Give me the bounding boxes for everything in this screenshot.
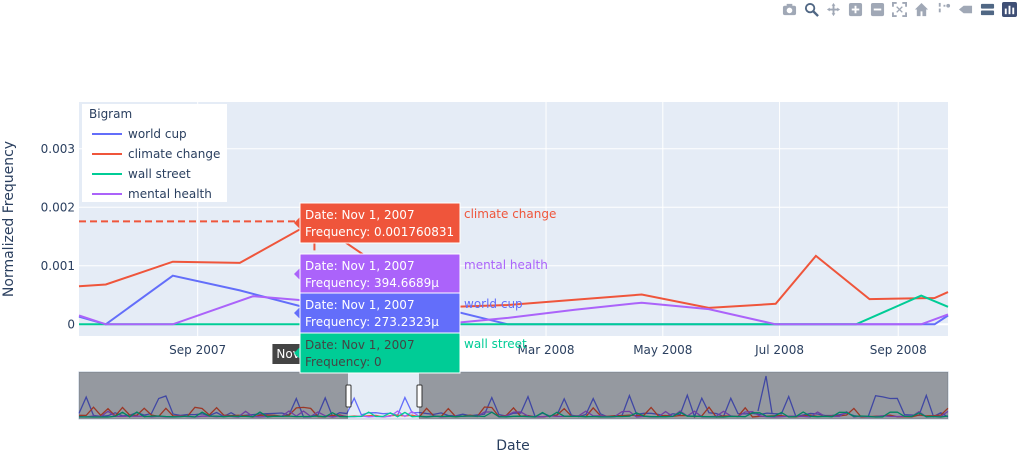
- range-slider-background: [78, 371, 949, 420]
- range-slider[interactable]: [78, 371, 949, 420]
- camera-button[interactable]: [780, 0, 798, 18]
- hover-label-box: [299, 202, 461, 244]
- legend-item-world-cup[interactable]: world cup: [92, 127, 187, 141]
- hover-label-pointer: [294, 347, 300, 359]
- reset-axes-icon: [914, 2, 928, 16]
- legend-label: climate change: [128, 147, 220, 161]
- x-tick-label: Mar 2008: [518, 343, 575, 357]
- legend: Bigram world cup climate change wall street…: [82, 104, 227, 202]
- legend-item-mental-health[interactable]: mental health: [92, 187, 212, 201]
- hover-label-pointer: [294, 217, 300, 229]
- zoom-out-button[interactable]: [868, 0, 886, 18]
- modebar: [780, 0, 1018, 18]
- hover-label-series-name: world cup: [464, 297, 523, 311]
- range-slider-mask-left: [79, 372, 348, 419]
- y-tick-label: 0.003: [41, 142, 75, 156]
- legend-label: mental health: [128, 187, 212, 201]
- range-slider-trace: [79, 411, 949, 418]
- y-tick-label: 0.002: [41, 200, 75, 214]
- autoscale-button[interactable]: [890, 0, 908, 18]
- hover-label-series-name: wall street: [464, 337, 527, 351]
- hover-label-box: [299, 253, 461, 295]
- y-axis-title: Normalized Frequency: [1, 141, 17, 297]
- autoscale-icon: [891, 1, 907, 17]
- hover-closest-icon: [958, 5, 972, 13]
- zoom-button[interactable]: [802, 0, 820, 18]
- plotly-logo-icon: [1001, 1, 1017, 17]
- hover-label-mental-health: Date: Nov 1, 2007 Frequency: 394.6689µ men…: [294, 253, 548, 295]
- hover-label-date: Date: Nov 1, 2007: [305, 298, 415, 312]
- y-tick-labels: 0 0.001 0.002 0.003: [41, 142, 75, 331]
- hover-closest-button[interactable]: [956, 0, 974, 18]
- range-slider-trace: [757, 375, 773, 414]
- hover-label-date: Date: Nov 1, 2007: [305, 208, 415, 222]
- hover-label-value: Frequency: 0.001760831: [305, 225, 454, 239]
- zoom-icon: [804, 2, 819, 17]
- hover-label-box: [299, 332, 461, 374]
- legend-label: world cup: [128, 127, 187, 141]
- zoom-out-icon: [870, 2, 884, 16]
- legend-item-climate-change[interactable]: climate change: [92, 147, 220, 161]
- pan-icon: [826, 2, 840, 16]
- hover-label-value: Frequency: 0: [305, 355, 382, 369]
- y-tick-label: 0: [67, 317, 75, 331]
- range-slider-handle-right[interactable]: [416, 384, 423, 408]
- hover-label-series-name: climate change: [464, 207, 556, 221]
- legend-label: wall street: [128, 167, 191, 181]
- x-tick-label: May 2008: [633, 343, 692, 357]
- hover-label-wall-street: Date: Nov 1, 2007 Frequency: 0 wall street: [294, 332, 527, 374]
- hover-label-value: Frequency: 394.6689µ: [305, 276, 439, 290]
- hover-labels: Date: Nov 1, 2007 Frequency: 0.001760831 c…: [294, 202, 556, 374]
- pan-button[interactable]: [824, 0, 842, 18]
- x-tick-label: Jul 2008: [754, 343, 804, 357]
- range-slider-handle-left[interactable]: [345, 384, 352, 408]
- hover-compare-button[interactable]: [978, 0, 996, 18]
- spike-lines-icon: [938, 2, 950, 12]
- series-line-climate-change[interactable]: [78, 220, 949, 309]
- hover-label-pointer: [294, 307, 300, 319]
- hover-label-series-name: mental health: [464, 258, 548, 272]
- camera-icon: [782, 3, 796, 15]
- x-tick-labels: Sep 2007 Mar 2008 May 2008 Jul 2008 Sep 2008: [169, 343, 927, 357]
- hover-label-climate-change: Date: Nov 1, 2007 Frequency: 0.001760831 c…: [294, 202, 556, 244]
- series-line-wall-street[interactable]: [79, 294, 949, 326]
- reset-axes-button[interactable]: [912, 0, 930, 18]
- hover-label-value: Frequency: 273.2323µ: [305, 315, 439, 329]
- legend-item-wall-street[interactable]: wall street: [92, 167, 191, 181]
- zoom-in-button[interactable]: [846, 0, 864, 18]
- legend-title: Bigram: [89, 107, 132, 121]
- x-axis-title: Date: [496, 438, 529, 453]
- hover-label-date: Date: Nov 1, 2007: [305, 259, 415, 273]
- hover-label-date: Date: Nov 1, 2007: [305, 338, 415, 352]
- hover-label-pointer: [294, 268, 300, 280]
- x-tick-label: Sep 2008: [870, 343, 927, 357]
- hover-compare-icon: [980, 3, 994, 15]
- y-tick-label: 0.001: [41, 259, 75, 273]
- range-slider-mask-right: [419, 372, 948, 419]
- plotly-logo-button[interactable]: [1000, 0, 1018, 18]
- series-line-mental-health[interactable]: [78, 295, 949, 326]
- zoom-in-icon: [848, 2, 862, 16]
- x-tick-label: Sep 2007: [169, 343, 226, 357]
- spike-lines-button[interactable]: [934, 0, 952, 18]
